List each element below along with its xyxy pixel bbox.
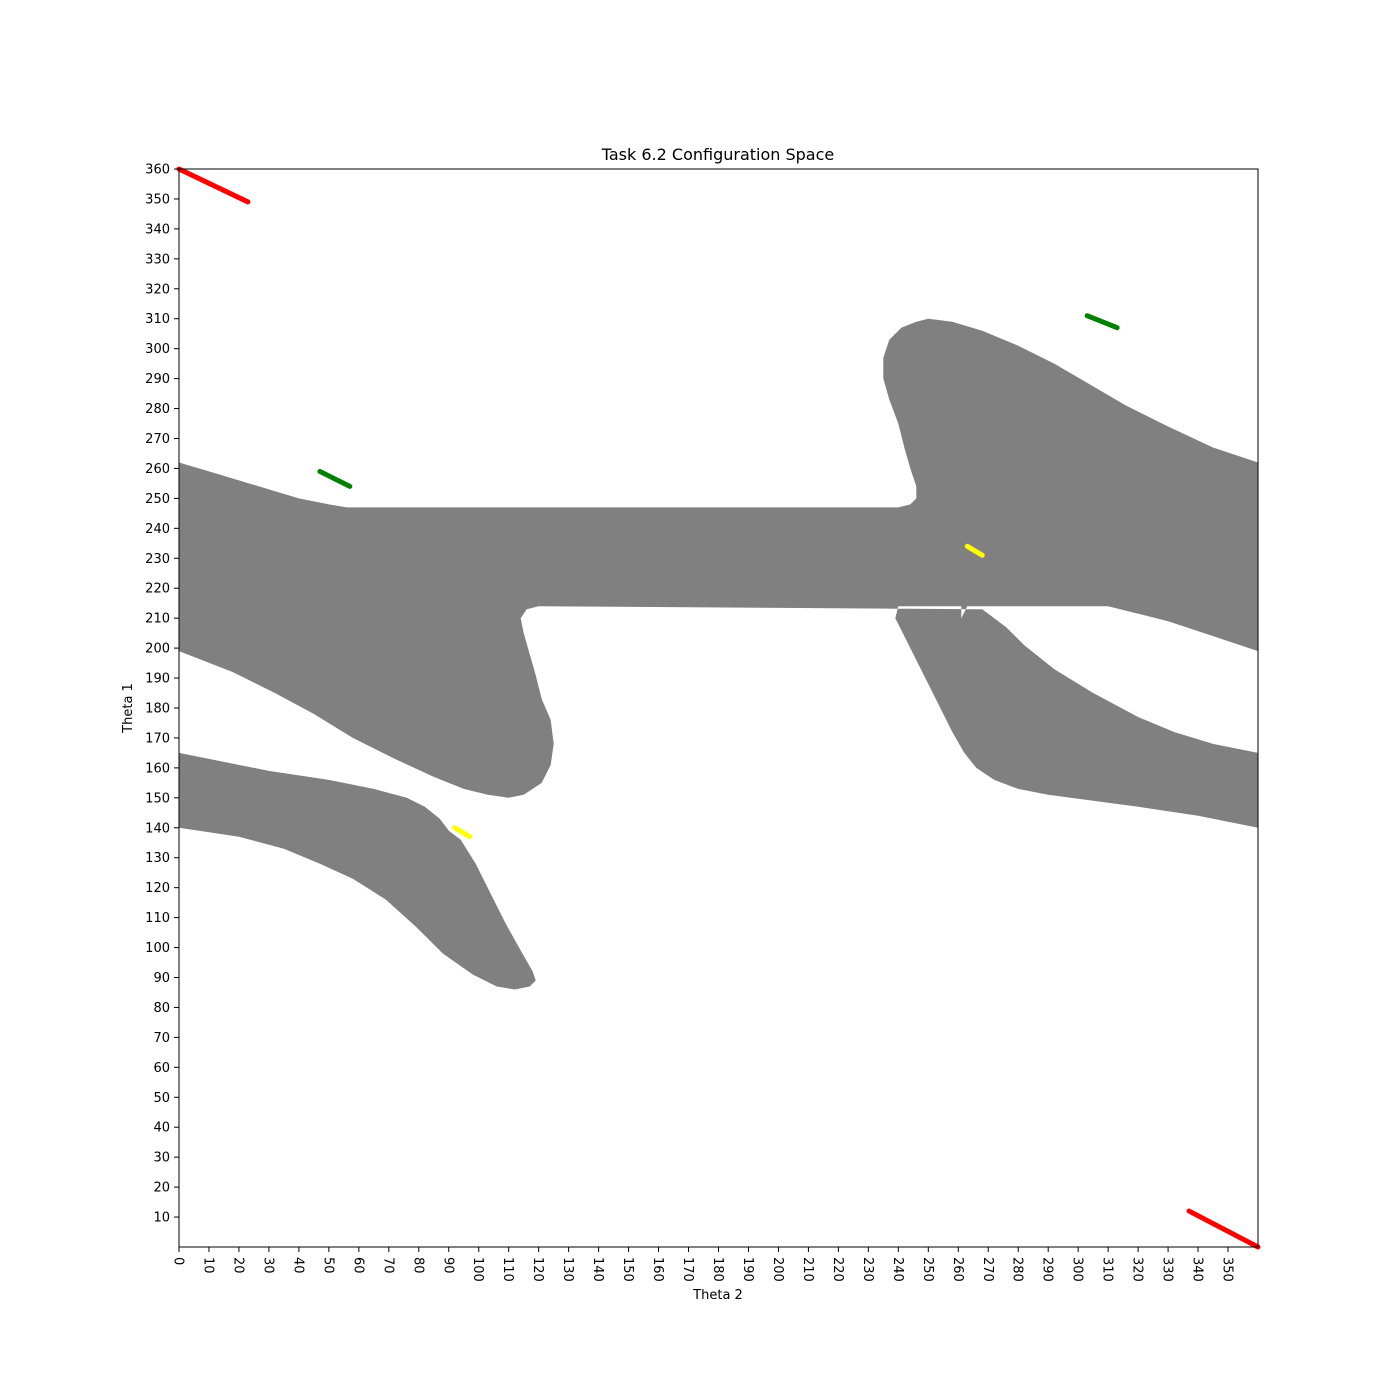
x-tick-label-220: 220 <box>830 1257 845 1282</box>
x-tick-label-270: 270 <box>980 1257 995 1282</box>
x-tick-label-250: 250 <box>920 1257 935 1282</box>
x-tick-label-100: 100 <box>470 1257 485 1282</box>
x-tick-label-200: 200 <box>770 1257 785 1282</box>
obstacle-region-lower-lobe <box>179 752 536 990</box>
y-tick-label-20: 20 <box>153 1181 170 1196</box>
y-tick-label-10: 10 <box>153 1211 170 1226</box>
y-tick-label-160: 160 <box>145 761 170 776</box>
x-tick-label-170: 170 <box>680 1257 695 1282</box>
y-tick-label-260: 260 <box>145 462 170 477</box>
x-tick-label-80: 80 <box>410 1257 425 1274</box>
y-tick-label-340: 340 <box>145 222 170 237</box>
y-tick-label-280: 280 <box>145 402 170 417</box>
y-tick-label-210: 210 <box>145 612 170 627</box>
x-tick-label-300: 300 <box>1070 1257 1085 1282</box>
x-tick-label-190: 190 <box>740 1257 755 1282</box>
y-tick-label-290: 290 <box>145 372 170 387</box>
x-tick-label-160: 160 <box>650 1257 665 1282</box>
y-tick-label-310: 310 <box>145 312 170 327</box>
y-tick-label-120: 120 <box>145 881 170 896</box>
y-tick-label-300: 300 <box>145 342 170 357</box>
y-tick-label-130: 130 <box>145 851 170 866</box>
via-marker-1 <box>452 825 473 840</box>
y-axis-label: Theta 1 <box>121 683 136 734</box>
y-tick-label-200: 200 <box>145 642 170 657</box>
y-tick-label-270: 270 <box>145 432 170 447</box>
x-tick-label-70: 70 <box>380 1257 395 1274</box>
y-tick-label-320: 320 <box>145 282 170 297</box>
x-tick-label-340: 340 <box>1190 1257 1205 1282</box>
goal-marker-1 <box>317 468 353 489</box>
y-tick-label-180: 180 <box>145 702 170 717</box>
x-tick-label-290: 290 <box>1040 1257 1055 1282</box>
x-tick-label-180: 180 <box>710 1257 725 1282</box>
y-tick-label-150: 150 <box>145 791 170 806</box>
x-tick-label-30: 30 <box>260 1257 275 1274</box>
x-tick-label-20: 20 <box>230 1257 245 1274</box>
x-tick-label-280: 280 <box>1010 1257 1025 1282</box>
via-marker-2 <box>964 543 985 558</box>
obstacle-region-upper-band <box>179 318 1258 828</box>
x-tick-label-130: 130 <box>560 1257 575 1282</box>
y-tick-label-100: 100 <box>145 941 170 956</box>
x-tick-label-240: 240 <box>890 1257 905 1282</box>
x-tick-label-330: 330 <box>1160 1257 1175 1282</box>
x-tick-label-120: 120 <box>530 1257 545 1282</box>
x-tick-label-50: 50 <box>320 1257 335 1274</box>
x-tick-label-350: 350 <box>1220 1257 1235 1282</box>
x-tick-label-0: 0 <box>171 1257 186 1265</box>
x-tick-label-110: 110 <box>500 1257 515 1282</box>
x-tick-label-230: 230 <box>860 1257 875 1282</box>
x-tick-label-40: 40 <box>290 1257 305 1274</box>
y-tick-label-60: 60 <box>153 1061 170 1076</box>
y-tick-label-330: 330 <box>145 252 170 267</box>
y-tick-label-30: 30 <box>153 1151 170 1166</box>
y-tick-label-350: 350 <box>145 192 170 207</box>
goal-marker-2 <box>1084 313 1120 331</box>
x-axis-label: Theta 2 <box>692 1288 743 1303</box>
y-tick-label-140: 140 <box>145 821 170 836</box>
start-marker-2 <box>1186 1208 1261 1250</box>
x-tick-label-10: 10 <box>200 1257 215 1274</box>
x-tick-label-60: 60 <box>350 1257 365 1274</box>
x-tick-label-310: 310 <box>1100 1257 1115 1282</box>
plot-area <box>176 166 1261 1250</box>
y-axis: 10 20 30 40 50 60 70 80 90 100 110 120 130 140 150 160 1… <box>145 163 179 1226</box>
y-tick-label-170: 170 <box>145 731 170 746</box>
x-axis: 0 10 20 30 40 50 60 70 80 90 100 110 120 130 140 150 160… <box>171 1247 1235 1282</box>
x-tick-label-90: 90 <box>440 1257 455 1274</box>
x-tick-label-260: 260 <box>950 1257 965 1282</box>
x-tick-label-150: 150 <box>620 1257 635 1282</box>
y-tick-label-110: 110 <box>145 911 170 926</box>
y-tick-label-70: 70 <box>153 1031 170 1046</box>
x-tick-label-320: 320 <box>1130 1257 1145 1282</box>
x-tick-label-140: 140 <box>590 1257 605 1282</box>
chart-title: Task 6.2 Configuration Space <box>601 145 835 164</box>
marker-layer <box>176 166 1261 1250</box>
y-tick-label-250: 250 <box>145 492 170 507</box>
y-tick-label-190: 190 <box>145 672 170 687</box>
y-tick-label-230: 230 <box>145 552 170 567</box>
x-tick-label-210: 210 <box>800 1257 815 1282</box>
y-tick-label-220: 220 <box>145 582 170 597</box>
y-tick-label-360: 360 <box>145 163 170 178</box>
y-tick-label-240: 240 <box>145 522 170 537</box>
start-marker-1 <box>176 166 251 205</box>
y-tick-label-80: 80 <box>153 1001 170 1016</box>
y-tick-label-90: 90 <box>153 971 170 986</box>
y-tick-label-50: 50 <box>153 1091 170 1106</box>
y-tick-label-40: 40 <box>153 1121 170 1136</box>
obstacle-layer <box>179 318 1258 990</box>
